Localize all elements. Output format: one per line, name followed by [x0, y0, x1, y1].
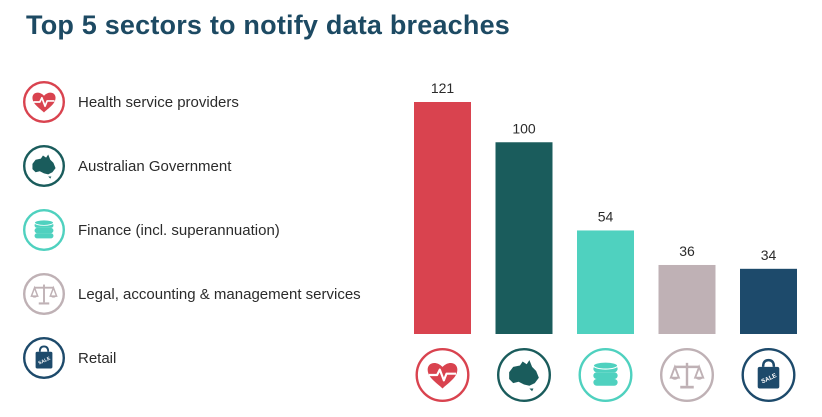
bar-value-label-4: 36: [679, 243, 695, 259]
legend-item-retail: SALE Retail: [22, 330, 402, 386]
legend-item-government: Australian Government: [22, 138, 402, 194]
bar-chart: 121 100 54 36 34 SALE: [414, 80, 797, 403]
legend-label-finance: Finance (incl. superannuation): [78, 221, 280, 239]
svg-text:SALE: SALE: [37, 356, 51, 367]
legend-item-health: Health service providers: [22, 74, 402, 130]
bar-value-label-5: 34: [761, 247, 777, 263]
bar-value-label-1: 121: [431, 80, 455, 96]
legend-label-government: Australian Government: [78, 157, 232, 175]
legend-item-legal: Legal, accounting & management services: [22, 266, 402, 322]
bar-3: [577, 230, 634, 334]
legend-label-retail: Retail: [78, 349, 117, 367]
australia-map-axis-icon: [496, 348, 551, 403]
bar-1: [414, 102, 471, 334]
bar-value-label-3: 54: [598, 208, 614, 224]
legend-item-finance: Finance (incl. superannuation): [22, 202, 402, 258]
heart-pulse-icon: [23, 81, 65, 123]
bar-2: [495, 142, 553, 334]
shopping-bag-icon: SALE: [23, 337, 65, 379]
scales-axis-icon: [660, 348, 715, 403]
heart-pulse-axis-icon: [415, 348, 470, 403]
chart-title: Top 5 sectors to notify data breaches: [26, 10, 511, 40]
shopping-bag-axis-icon: SALE: [741, 348, 796, 403]
australia-map-icon: [23, 145, 65, 187]
bar-5: [740, 268, 797, 334]
coin-stack-axis-icon: [578, 348, 633, 403]
legend-label-health: Health service providers: [78, 93, 239, 111]
coin-stack-icon: [23, 209, 65, 251]
bar-4: [658, 264, 716, 334]
legend-label-legal: Legal, accounting & management services: [78, 285, 361, 303]
bar-value-label-2: 100: [512, 120, 536, 136]
scales-icon: [23, 273, 65, 315]
